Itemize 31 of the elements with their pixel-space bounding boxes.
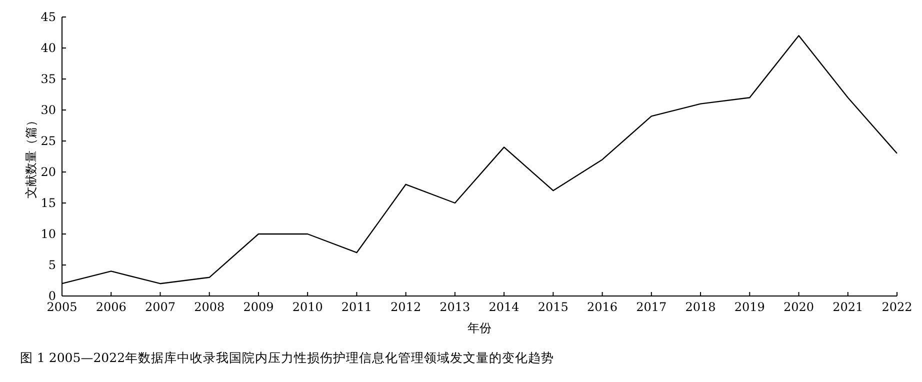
- x-tick-label: 2021: [832, 300, 864, 314]
- x-axis-title: 年份: [468, 321, 492, 335]
- x-tick-label: 2007: [144, 300, 176, 314]
- y-tick-label: 20: [40, 165, 56, 179]
- x-tick-label: 2014: [488, 300, 520, 314]
- x-tick-label: 2017: [636, 300, 667, 314]
- y-tick-label: 5: [48, 258, 56, 272]
- x-tick-label: 2022: [882, 300, 912, 314]
- y-tick-label: 30: [40, 103, 56, 117]
- x-tick-label: 2020: [783, 300, 814, 314]
- x-tick-label: 2008: [194, 300, 225, 314]
- x-tick-label: 2016: [587, 300, 618, 314]
- y-tick-label: 25: [40, 134, 56, 148]
- y-tick-label: 10: [40, 227, 56, 241]
- x-tick-label: 2006: [96, 300, 126, 314]
- x-tick-label: 2018: [685, 300, 716, 314]
- x-tick-label: 2009: [243, 300, 274, 314]
- x-tick-label: 2015: [538, 300, 568, 314]
- x-tick-label: 2010: [292, 300, 323, 314]
- y-tick-label: 40: [40, 41, 56, 55]
- y-tick-label: 45: [40, 10, 56, 24]
- y-tick-label: 15: [40, 196, 56, 210]
- y-axis-title: 文献数量（篇）: [24, 114, 38, 198]
- x-tick-label: 2019: [734, 300, 765, 314]
- y-tick-label: 0: [48, 289, 56, 303]
- x-tick-label: 2013: [440, 300, 470, 314]
- y-tick-label: 35: [40, 72, 56, 86]
- x-tick-label: 2005: [46, 300, 78, 314]
- text: 图 1 2005—2022年数据库中收录我国院内压力性损伤护理信息化管理领域发文量的变化趋势: [20, 350, 554, 365]
- x-tick-label: 2011: [341, 300, 372, 314]
- x-tick-label: 2012: [390, 300, 422, 314]
